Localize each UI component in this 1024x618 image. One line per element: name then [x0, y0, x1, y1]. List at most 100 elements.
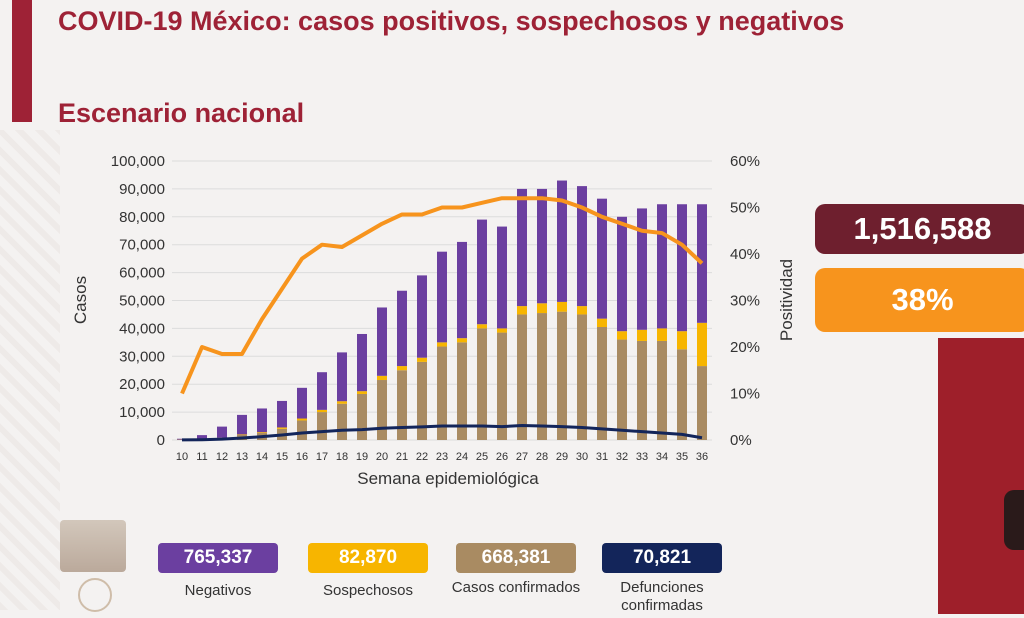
x-tick-label: 27	[516, 451, 528, 463]
bar-sospechosos	[677, 331, 687, 350]
x-tick-label: 35	[676, 451, 688, 463]
negativos-value: 765,337	[158, 543, 278, 573]
bar-negativos	[557, 180, 567, 302]
bar-sospechosos	[597, 318, 607, 328]
bar-sospechosos	[537, 303, 547, 314]
bar-sospechosos	[397, 366, 407, 371]
bar-confirmados	[677, 349, 687, 440]
seal-icon	[78, 578, 112, 612]
confirmados-label: Casos confirmados	[451, 579, 581, 596]
bar-confirmados	[457, 342, 467, 440]
stacked-bar-chart: 0 10,000 20,000 30,000 40,000 50,000 60,000 70,…	[71, 153, 796, 488]
y-tick-label: 60,000	[119, 265, 165, 282]
bar-negativos	[437, 251, 447, 343]
bar-confirmados	[397, 370, 407, 440]
bar-negativos	[357, 333, 367, 392]
bar-confirmados	[497, 332, 507, 440]
y2-tick-label: 10%	[730, 386, 760, 403]
x-tick-label: 33	[636, 451, 648, 463]
accent-bar	[12, 0, 32, 122]
bar-confirmados	[617, 339, 627, 440]
bar-confirmados	[597, 327, 607, 440]
bar-sospechosos	[557, 301, 567, 312]
bar-sospechosos	[657, 328, 667, 341]
y-tick-label: 20,000	[119, 376, 165, 393]
bar-sospechosos	[517, 306, 527, 315]
bar-sospechosos	[497, 328, 507, 333]
government-emblem	[60, 520, 126, 572]
bar-negativos	[377, 307, 387, 376]
x-tick-label: 16	[296, 451, 308, 463]
defunciones-value: 70,821	[602, 543, 722, 573]
bar-confirmados	[357, 393, 367, 440]
bar-confirmados	[377, 380, 387, 440]
bar-confirmados	[517, 314, 527, 440]
bar-sospechosos	[437, 342, 447, 347]
x-tick-label: 10	[176, 451, 188, 463]
video-panel	[938, 338, 1024, 614]
bar-sospechosos	[697, 322, 707, 367]
bar-negativos	[297, 387, 307, 419]
line-positividad	[180, 196, 704, 395]
bar-negativos	[337, 352, 347, 402]
bar-negativos	[217, 426, 227, 438]
x-tick-label: 24	[456, 451, 468, 463]
bar-sospechosos	[317, 409, 327, 413]
bar-negativos	[677, 204, 687, 332]
bar-confirmados	[657, 340, 667, 440]
page-subtitle: Escenario nacional	[58, 98, 305, 128]
y2-tick-label: 30%	[730, 293, 760, 310]
y-tick-label: 0	[157, 432, 165, 449]
presenter-silhouette	[1004, 490, 1024, 550]
bar-sospechosos	[457, 338, 467, 343]
bar-sospechosos	[377, 375, 387, 381]
y2-tick-label: 40%	[730, 246, 760, 263]
bar-negativos	[257, 408, 267, 433]
positivity-badge: 38%	[815, 268, 1024, 332]
bar-sospechosos	[337, 401, 347, 404]
bar-sospechosos	[417, 357, 427, 362]
background-pattern	[0, 130, 60, 610]
bar-negativos	[617, 216, 627, 332]
bar-negativos	[637, 208, 647, 330]
x-tick-label: 23	[436, 451, 448, 463]
x-axis-title: Semana epidemiológica	[357, 469, 539, 488]
bar-negativos	[697, 204, 707, 323]
x-tick-label: 36	[696, 451, 708, 463]
bar-negativos	[197, 435, 207, 440]
x-tick-label: 11	[196, 451, 207, 463]
y-tick-label: 80,000	[119, 209, 165, 226]
y2-tick-label: 20%	[730, 339, 760, 356]
y-tick-label: 50,000	[119, 293, 165, 310]
bar-sospechosos	[637, 329, 647, 341]
x-tick-label: 32	[616, 451, 628, 463]
bar-negativos	[457, 241, 467, 339]
bar-negativos	[417, 275, 427, 358]
bar-negativos	[497, 226, 507, 329]
total-cases-badge: 1,516,588	[815, 204, 1024, 254]
bar-negativos	[317, 372, 327, 410]
x-tick-label: 20	[376, 451, 388, 463]
y-tick-label: 100,000	[111, 153, 165, 170]
y2-axis-title: Positividad	[777, 259, 796, 341]
sospechosos-value: 82,870	[308, 543, 428, 573]
y-tick-label: 70,000	[119, 237, 165, 254]
y-tick-label: 90,000	[119, 181, 165, 198]
bar-negativos	[657, 204, 667, 329]
page-title: COVID-19 México: casos positivos, sospec…	[58, 6, 845, 36]
bar-confirmados	[637, 340, 647, 440]
bar-confirmados	[477, 328, 487, 440]
x-tick-label: 34	[656, 451, 668, 463]
line-defunciones	[181, 423, 703, 442]
x-tick-label: 18	[336, 451, 348, 463]
y2-tick-label: 50%	[730, 200, 760, 217]
x-tick-label: 30	[576, 451, 588, 463]
y-tick-label: 30,000	[119, 348, 165, 365]
bar-sospechosos	[257, 432, 267, 434]
x-tick-label: 21	[396, 451, 408, 463]
bar-confirmados	[417, 361, 427, 440]
bar-confirmados	[577, 314, 587, 440]
bar-sospechosos	[477, 324, 487, 329]
x-tick-label: 29	[556, 451, 568, 463]
x-tick-label: 14	[256, 451, 268, 463]
